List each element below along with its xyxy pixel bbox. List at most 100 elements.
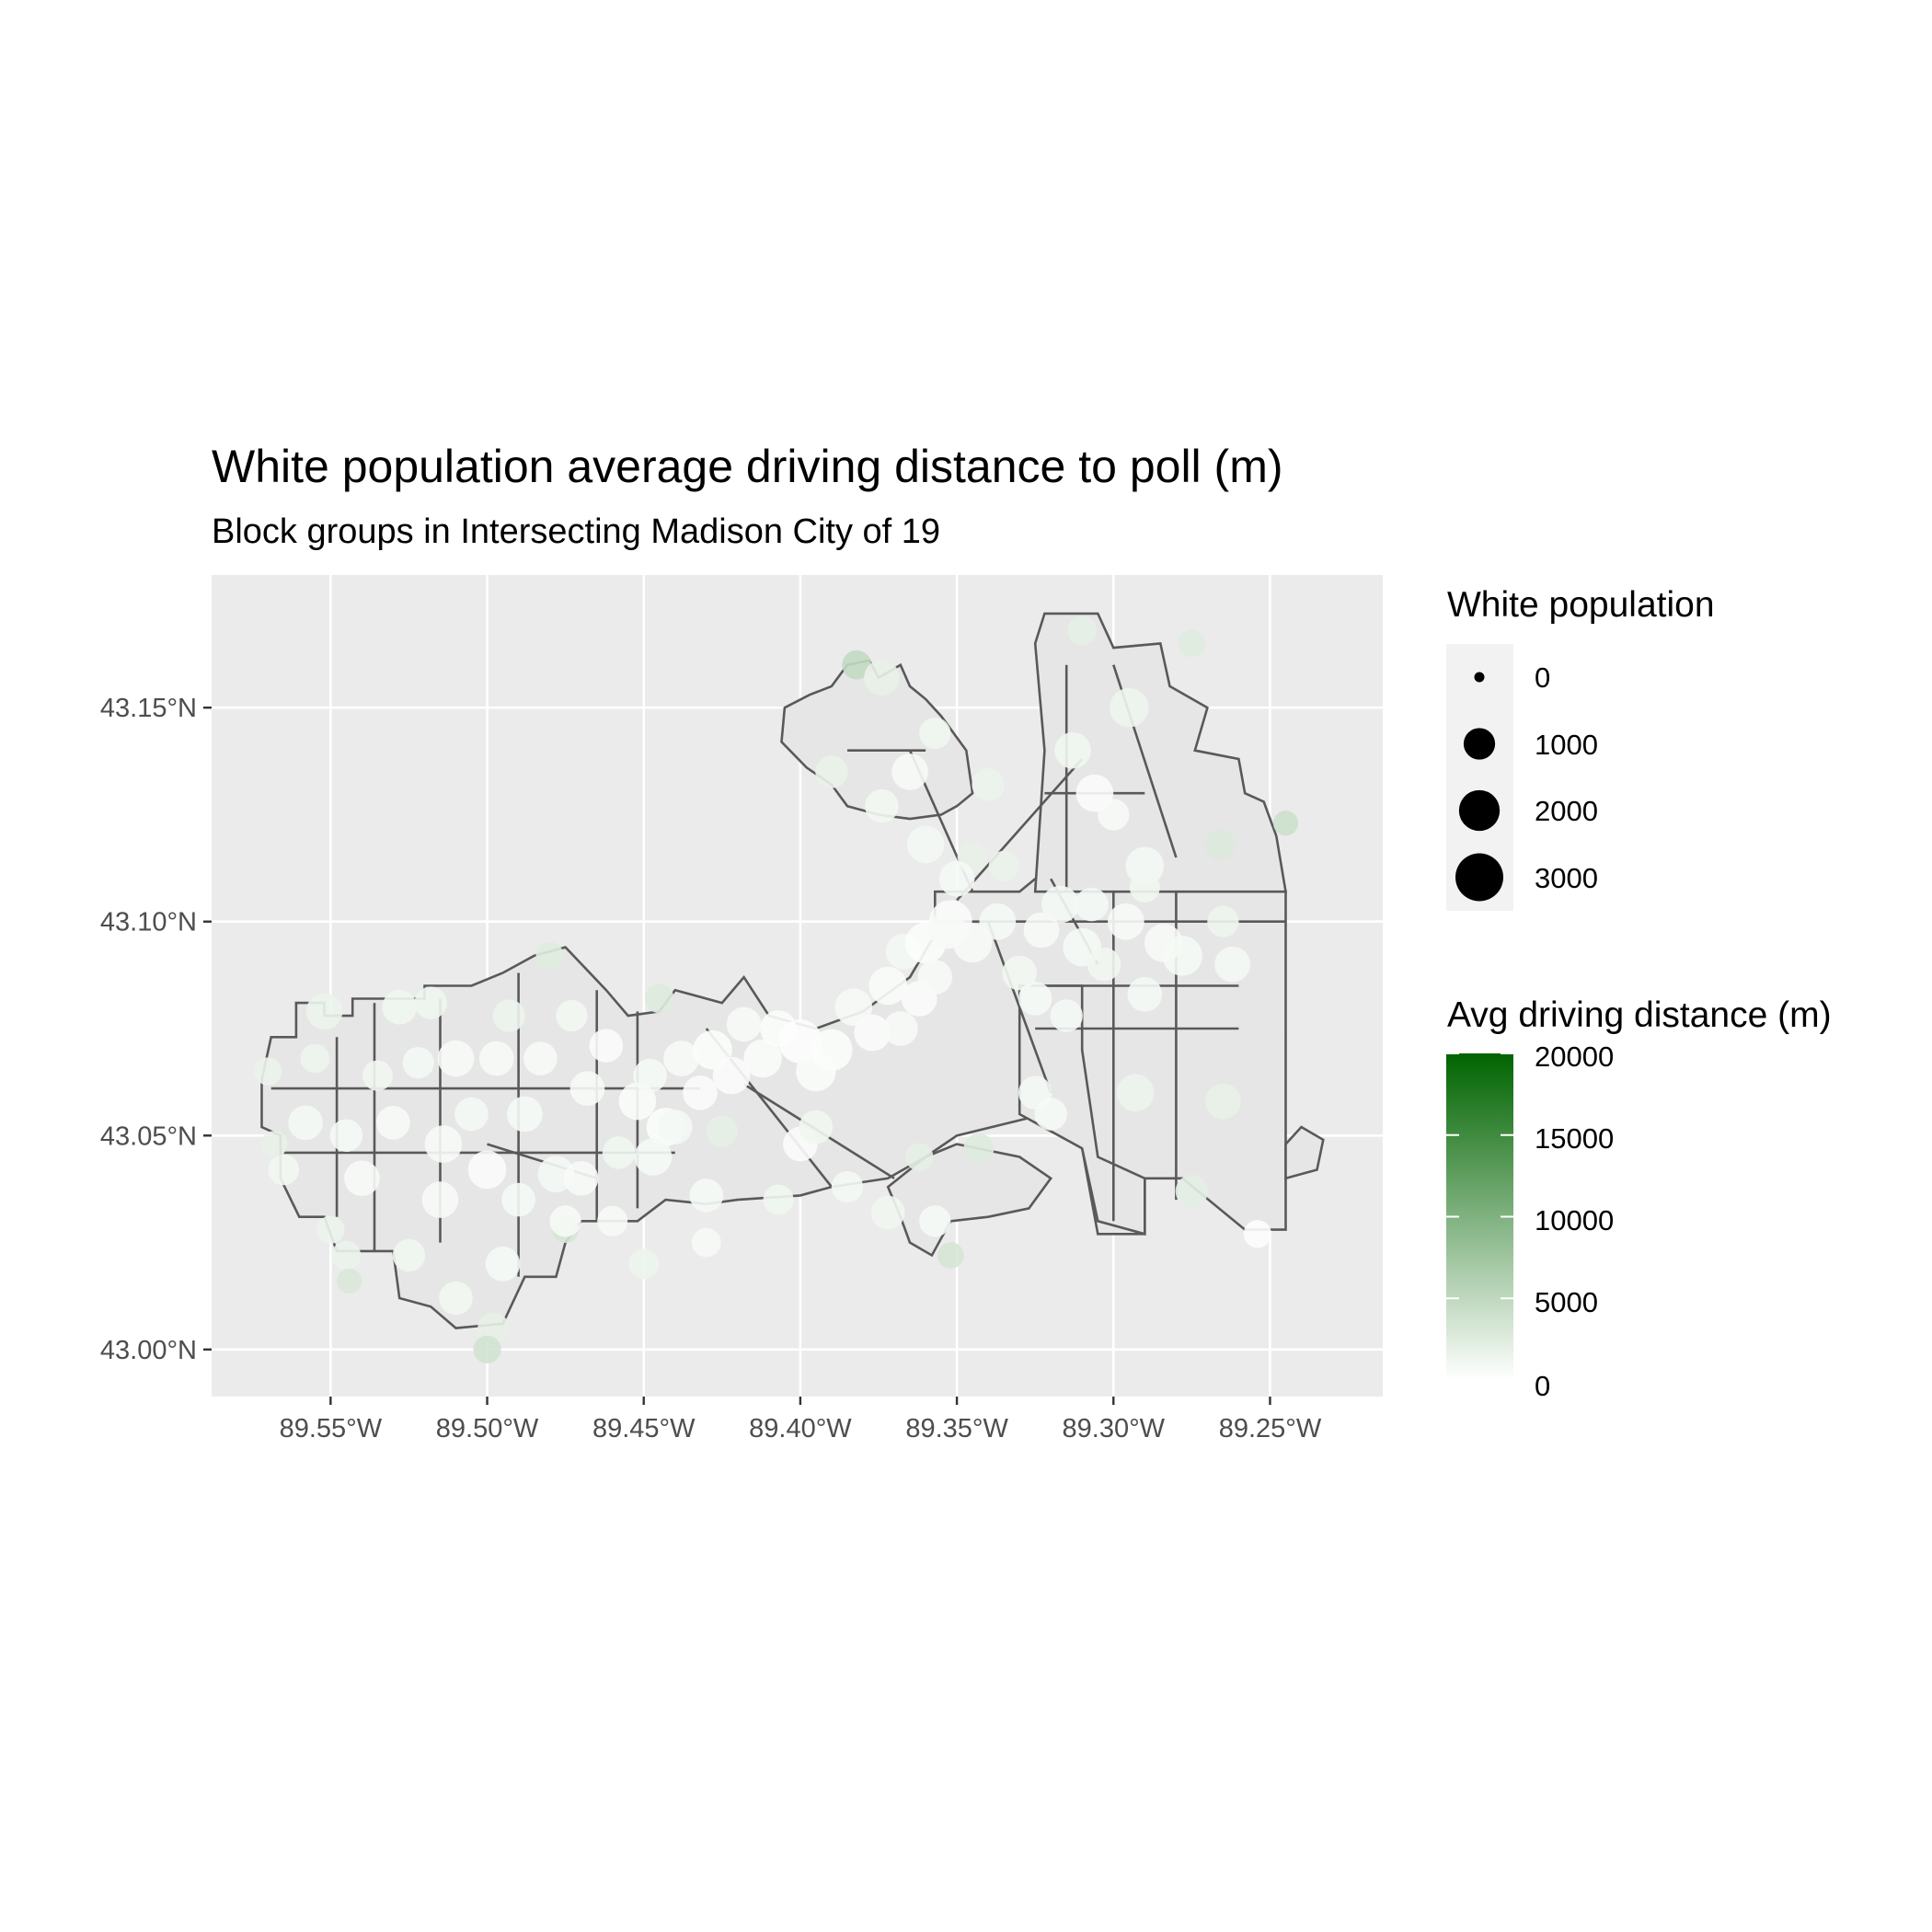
population-point: [1110, 687, 1149, 728]
population-point: [467, 1150, 507, 1190]
population-point: [763, 1184, 794, 1215]
population-point: [905, 1143, 934, 1171]
size-legend-key: [1458, 789, 1501, 832]
population-point: [963, 1133, 995, 1164]
population-point: [437, 1040, 475, 1077]
population-point: [743, 1039, 782, 1078]
population-point: [919, 1205, 951, 1237]
population-point: [362, 1060, 393, 1091]
x-tick-label: 89.30°W: [1063, 1414, 1166, 1443]
population-point: [563, 1160, 599, 1196]
y-tick-label: 43.15°N: [100, 694, 197, 723]
population-point: [1129, 872, 1160, 903]
population-point: [865, 788, 899, 823]
map-title: White population average driving distanc…: [212, 441, 1283, 492]
population-point: [691, 1227, 721, 1258]
population-point: [1175, 1175, 1209, 1208]
size-legend-label: 0: [1535, 661, 1551, 694]
population-point: [1050, 999, 1083, 1032]
population-point: [392, 1238, 426, 1272]
population-point: [1243, 1220, 1271, 1248]
population-point: [473, 1335, 501, 1363]
population-point: [316, 1215, 345, 1244]
population-point: [864, 660, 900, 696]
x-tick-label: 89.40°W: [749, 1414, 852, 1443]
size-legend-keys: [1446, 644, 1513, 911]
population-point: [454, 1097, 489, 1132]
block-group-border: [986, 921, 1052, 1094]
population-point: [1034, 1098, 1067, 1131]
population-point: [305, 993, 343, 1030]
population-point: [1207, 905, 1239, 937]
population-point: [1214, 946, 1250, 983]
population-point: [1075, 887, 1109, 922]
population-point: [1018, 982, 1052, 1016]
color-legend-title: Avg driving distance (m): [1447, 995, 1832, 1035]
population-point: [1075, 774, 1114, 812]
population-point: [414, 986, 447, 1019]
x-tick-label: 89.55°W: [280, 1414, 383, 1443]
y-tick-label: 43.00°N: [100, 1336, 197, 1365]
population-point: [868, 966, 908, 1006]
population-point: [556, 999, 588, 1032]
population-point: [937, 1242, 964, 1269]
population-point: [569, 1071, 605, 1106]
population-point: [928, 911, 967, 949]
population-point: [628, 1248, 660, 1280]
color-bar: [1446, 1052, 1513, 1381]
color-legend-label: 10000: [1535, 1204, 1615, 1236]
population-point: [1178, 629, 1206, 658]
population-point: [1108, 903, 1144, 940]
population-point: [382, 989, 418, 1025]
population-point: [988, 850, 1019, 881]
population-point: [644, 983, 674, 1014]
population-point: [815, 755, 848, 788]
population-point: [288, 1105, 323, 1141]
population-point: [1002, 955, 1037, 991]
block-group-outline: [1033, 612, 1288, 893]
population-point: [834, 988, 873, 1027]
population-point: [439, 1281, 473, 1316]
map-subtitle: Block groups in Intersecting Madison Cit…: [212, 512, 941, 551]
population-point: [421, 1181, 459, 1218]
size-legend-label: 1000: [1535, 729, 1598, 761]
y-tick-label: 43.05°N: [100, 1121, 197, 1151]
population-point: [478, 1041, 514, 1076]
population-point: [1205, 1083, 1241, 1120]
population-point: [344, 1160, 380, 1197]
color-legend-label: 5000: [1535, 1286, 1598, 1318]
population-point: [300, 1043, 330, 1074]
color-legend-label: 15000: [1535, 1122, 1615, 1155]
population-point: [1054, 731, 1091, 769]
population-point: [1125, 846, 1165, 886]
population-point: [979, 903, 1017, 940]
population-point: [726, 1006, 762, 1042]
population-point: [402, 1047, 434, 1079]
population-point: [1087, 947, 1121, 982]
population-point: [260, 1131, 288, 1157]
population-point: [633, 1058, 667, 1093]
size-legend-key: [1474, 672, 1485, 683]
population-point: [424, 1125, 463, 1163]
population-point: [870, 1195, 905, 1230]
population-point: [689, 1179, 724, 1213]
size-legend-title: White population: [1447, 585, 1715, 625]
population-point: [683, 1075, 718, 1110]
size-legend-key: [1455, 853, 1503, 902]
population-point: [589, 1029, 624, 1063]
population-point: [329, 1119, 363, 1153]
population-point: [376, 1106, 410, 1140]
population-point: [1067, 615, 1098, 646]
population-point: [663, 1041, 699, 1076]
population-point: [657, 1110, 693, 1144]
population-point: [799, 1110, 834, 1144]
x-tick-label: 89.50°W: [436, 1414, 539, 1443]
population-point: [891, 753, 928, 790]
population-point: [1041, 885, 1079, 924]
population-point: [1162, 936, 1202, 976]
population-point: [492, 999, 526, 1032]
population-point: [501, 1182, 535, 1217]
population-point: [268, 1154, 300, 1186]
population-point: [1023, 912, 1060, 949]
